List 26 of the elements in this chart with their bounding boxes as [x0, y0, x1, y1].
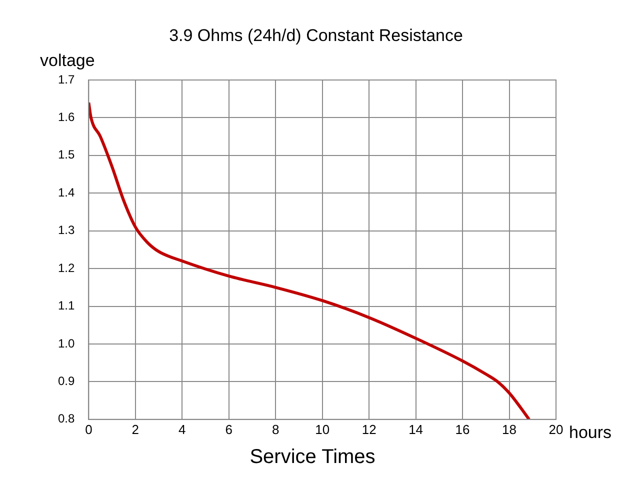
- y-tick-label: 0.8: [58, 412, 75, 426]
- y-tick-label: 1.7: [58, 72, 75, 86]
- x-tick-label: 2: [132, 422, 140, 437]
- x-tick-label: 10: [315, 422, 330, 437]
- y-axis-title: voltage: [40, 51, 95, 71]
- y-tick-label: 1.2: [58, 260, 75, 275]
- text: hours: [569, 423, 612, 443]
- x-tick-label: 20: [548, 422, 564, 437]
- x-tick-label: 16: [455, 422, 470, 437]
- y-tick-label: 1.4: [58, 185, 75, 200]
- x-tick-label: 4: [178, 422, 186, 437]
- y-tick-label: 1.5: [58, 148, 75, 162]
- y-tick-label: 1.0: [58, 336, 75, 350]
- x-tick-label: 12: [362, 422, 376, 437]
- y-tick-label: 1.3: [58, 223, 75, 238]
- chart-title: 3.9 Ohms (24h/d) Constant Resistance: [168, 26, 464, 46]
- x-tick-label: 6: [225, 422, 232, 437]
- x-tick-label: 8: [272, 422, 280, 437]
- y-tick-label: 0.9: [58, 374, 75, 388]
- y-tick-label: 1.6: [58, 110, 75, 124]
- x-tick-label: 18: [502, 422, 517, 437]
- x-tick-label: 14: [408, 422, 424, 437]
- x-tick-label: 0: [85, 422, 92, 437]
- x-axis-title: Service Times: [248, 446, 376, 469]
- line-series: [88, 101, 531, 420]
- y-tick-label: 1.1: [58, 298, 75, 313]
